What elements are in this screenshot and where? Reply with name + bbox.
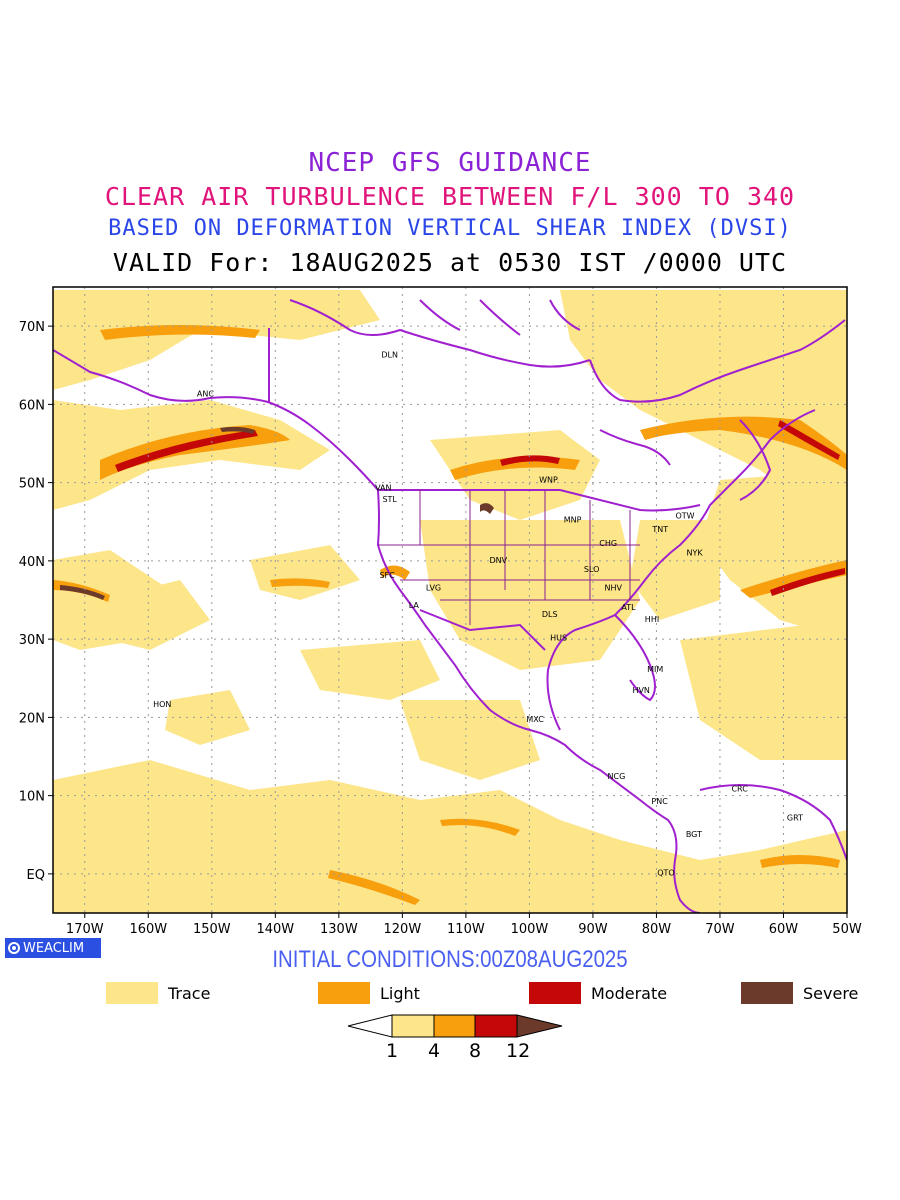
map-frame <box>52 286 848 914</box>
colorbar-moderate <box>474 1014 518 1038</box>
legend-label-trace: Trace <box>168 983 211 1003</box>
lon-label: 150W <box>193 922 231 937</box>
lat-label: EQ <box>27 868 45 883</box>
colorbar-tick-12: 12 <box>506 1040 531 1062</box>
colorbar-tick-1: 1 <box>386 1040 399 1062</box>
weaclim-badge: WEACLIM <box>5 938 101 958</box>
station-label-otw: OTW <box>675 512 694 521</box>
lat-label: 50N <box>19 477 45 492</box>
lon-label: 110W <box>447 922 485 937</box>
legend-swatch-severe <box>741 982 793 1004</box>
colorbar-trace <box>391 1014 435 1038</box>
valid-time: VALID For: 18AUG2025 at 0530 IST /0000 U… <box>112 248 788 277</box>
station-label-crc: CRC <box>731 785 748 794</box>
map-area <box>53 287 847 913</box>
state-boundaries <box>378 490 640 625</box>
legend-swatch-moderate <box>529 982 581 1004</box>
trace-turbulence-layer <box>53 290 847 913</box>
lon-label: 90W <box>578 922 608 937</box>
station-label-bgt: BGT <box>686 830 702 839</box>
lon-label: 140W <box>256 922 294 937</box>
station-label-chg: CHG <box>599 539 617 548</box>
station-label-van: VAN <box>375 483 391 492</box>
lon-label: 120W <box>384 922 422 937</box>
lon-label: 130W <box>320 922 358 937</box>
station-label-mxc: MXC <box>526 715 544 724</box>
legend-item-light: Light <box>318 982 420 1004</box>
lon-label: 50W <box>832 922 862 937</box>
legend-swatch-light <box>318 982 370 1004</box>
station-label-sfc: SFC <box>379 571 395 580</box>
legend-item-trace: Trace <box>106 982 210 1004</box>
weaclim-logo-icon <box>8 942 20 954</box>
station-labels: DLN ANC VAN STL WNP OTW TNT MNP CHG NYK DNV SFC SLO L… <box>153 350 803 877</box>
station-label-hhi: HHI <box>645 615 659 624</box>
station-label-nyk: NYK <box>686 548 703 557</box>
political-boundaries <box>53 299 847 913</box>
weaclim-label: WEACLIM <box>23 940 85 956</box>
station-label-stl: STL <box>382 495 397 504</box>
lon-label: 80W <box>642 922 672 937</box>
station-label-qto: QTO <box>657 868 674 877</box>
station-label-dnv: DNV <box>489 556 507 565</box>
station-label-dln: DLN <box>381 350 398 359</box>
colorbar-low-arrow <box>347 1014 393 1038</box>
station-label-pnc: PNC <box>651 797 668 806</box>
colorbar-light <box>433 1014 476 1038</box>
station-label-ncg: NCG <box>608 772 626 781</box>
station-label-lvg: LVG <box>426 584 441 593</box>
lon-label: 160W <box>129 922 167 937</box>
station-label-hus: HUS <box>550 634 567 643</box>
latitude-labels: 70N 60N 50N 40N 30N 20N 10N EQ <box>19 320 45 883</box>
station-label-hon: HON <box>153 700 171 709</box>
lat-label: 30N <box>19 633 45 648</box>
lat-label: 60N <box>19 398 45 413</box>
colorbar-tick-8: 8 <box>469 1040 482 1062</box>
legend-swatch-trace <box>106 982 158 1004</box>
station-label-dls: DLS <box>542 610 558 619</box>
lat-label: 20N <box>19 711 45 726</box>
longitude-labels: 170W 160W 150W 140W 130W 120W 110W 100W 90W 80W 70… <box>66 922 862 937</box>
title-line-1: NCEP GFS GUIDANCE <box>308 148 592 178</box>
lat-label: 40N <box>19 555 45 570</box>
lon-label: 70W <box>705 922 735 937</box>
initial-conditions: INITIAL CONDITIONS:00Z08AUG2025 <box>272 946 628 973</box>
title-line-2: CLEAR AIR TURBULENCE BETWEEN F/L 300 TO … <box>104 182 796 211</box>
station-label-anc: ANC <box>197 390 214 399</box>
station-label-nhv: NHV <box>605 584 623 593</box>
colorbar <box>347 1014 563 1038</box>
legend-label-severe: Severe <box>803 983 859 1003</box>
station-label-hvn: HVN <box>632 686 649 695</box>
legend-label-moderate: Moderate <box>591 983 668 1003</box>
lon-label: 170W <box>66 922 104 937</box>
legend-item-moderate: Moderate <box>529 982 667 1004</box>
station-label-grt: GRT <box>787 814 803 823</box>
station-label-mim: MIM <box>647 665 663 674</box>
moderate-turbulence-layer <box>115 420 845 596</box>
lon-label: 60W <box>769 922 799 937</box>
colorbar-tick-4: 4 <box>428 1040 441 1062</box>
severe-turbulence-layer <box>60 426 494 600</box>
axis-ticks <box>48 325 848 918</box>
lat-label: 70N <box>19 320 45 335</box>
title-line-3: BASED ON DEFORMATION VERTICAL SHEAR INDE… <box>108 216 792 241</box>
station-label-tnt: TNT <box>651 525 668 534</box>
legend-label-light: Light <box>380 983 420 1003</box>
station-label-la: LA <box>409 601 420 610</box>
station-label-wnp: WNP <box>539 476 558 485</box>
legend-item-severe: Severe <box>741 982 858 1004</box>
station-label-slo: SLO <box>584 565 600 574</box>
lat-label: 10N <box>19 790 45 805</box>
lon-label: 100W <box>511 922 549 937</box>
station-label-mnp: MNP <box>564 516 582 525</box>
station-label-atl: ATL <box>621 603 636 612</box>
colorbar-high-arrow <box>516 1014 563 1038</box>
